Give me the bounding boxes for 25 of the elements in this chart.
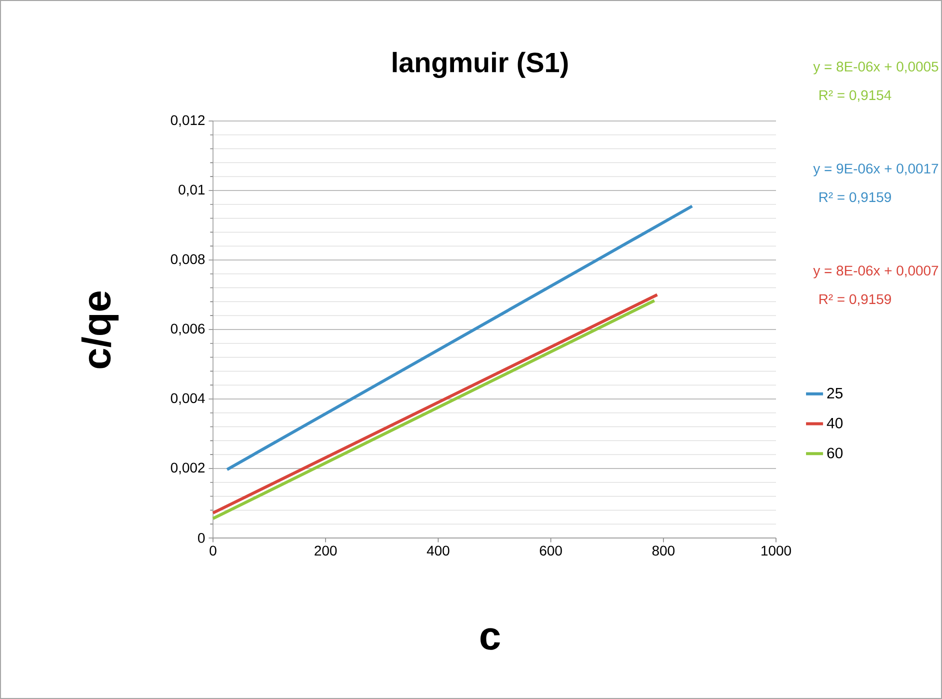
chart-title: langmuir (S1) bbox=[392, 52, 568, 78]
text: y = 8E-06x + 0,0005 bbox=[813, 62, 938, 74]
y-tick-label: 0,004 bbox=[170, 393, 205, 405]
x-axis-title: c bbox=[480, 628, 500, 650]
x-tick-label: 800 bbox=[652, 546, 675, 556]
y-tick-label: 0,008 bbox=[170, 254, 205, 266]
text: R² = 0,9159 bbox=[820, 192, 891, 204]
y-tick-label: 0,01 bbox=[178, 184, 205, 196]
x-tick-label: 0 bbox=[210, 546, 216, 556]
y-tick-label: 0 bbox=[198, 533, 205, 543]
x-tick-label: 600 bbox=[540, 546, 562, 556]
legend-label: 40 bbox=[826, 418, 843, 428]
y-tick-label: 0,002 bbox=[170, 462, 205, 474]
text: R² = 0,9159 bbox=[820, 294, 891, 306]
y-tick-label: 0,006 bbox=[170, 324, 205, 336]
text: y = 9E-06x + 0,0017 bbox=[813, 164, 938, 176]
legend-label: 60 bbox=[827, 448, 843, 458]
x-tick-label: 200 bbox=[314, 546, 337, 556]
text: R² = 0,9154 bbox=[820, 90, 892, 102]
x-tick-label: 400 bbox=[426, 546, 450, 556]
y-axis-title: c/qe bbox=[81, 291, 119, 368]
text: y = 8E-06x + 0,0007 bbox=[813, 266, 938, 278]
x-tick-label: 1000 bbox=[762, 546, 791, 556]
y-tick-label: 0,012 bbox=[170, 115, 205, 127]
legend-label: 25 bbox=[827, 388, 843, 398]
